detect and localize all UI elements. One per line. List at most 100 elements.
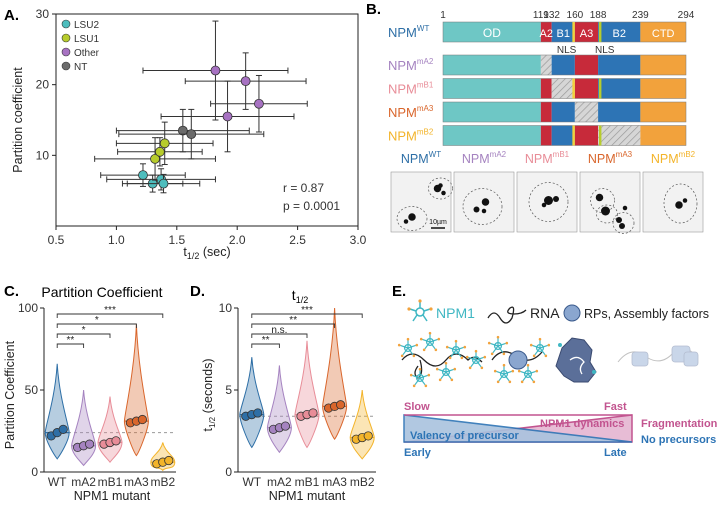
pentamer-arm	[422, 338, 431, 343]
data-point-lsu2	[100, 163, 186, 187]
pentamer-tail	[427, 373, 431, 377]
data-point-lsu1	[115, 121, 214, 166]
scale-bar-label: 10µm	[429, 219, 447, 226]
rna-loop	[414, 359, 423, 379]
npm1-pentamer	[493, 363, 515, 384]
pentamer-arm	[496, 370, 505, 375]
domain-outline	[442, 54, 687, 76]
pentamer-tail	[435, 367, 439, 371]
nucleolus-blob	[616, 217, 622, 223]
rps-label: RPs, Assembly factors	[584, 307, 709, 321]
panel-e: E. NPM1 RNA RPs, Assembly factors	[392, 283, 718, 459]
domain-segment	[574, 22, 599, 42]
nls-mark	[598, 78, 602, 99]
pentamer-tail	[415, 343, 419, 347]
replicate-point	[111, 436, 121, 446]
rps-icon	[563, 304, 581, 322]
violin-mA2	[71, 389, 97, 467]
x-tick-label: 2.5	[289, 233, 306, 247]
pentamer-arm	[522, 373, 529, 382]
npm1-pentamer	[517, 363, 539, 384]
plot-a-r: r = 0.87	[283, 181, 324, 195]
pentamer-arm	[470, 359, 477, 368]
fragmentation-label: Fragmentation	[641, 418, 718, 430]
nucleolus-blob	[438, 183, 443, 188]
significance-bracket	[56, 313, 164, 318]
nls-mark	[598, 125, 602, 146]
image-label: NPMmA3	[588, 150, 633, 166]
pentamer-tail	[535, 369, 539, 373]
significance-label: n.s.	[271, 325, 287, 336]
plot-d-xlabel: NPM1 mutant	[269, 489, 346, 503]
y-tick-label: 0	[31, 465, 38, 479]
cell-outline	[612, 212, 635, 234]
x-tick-label: mA3	[322, 475, 347, 489]
plot-c-title: Partition Coefficient	[41, 284, 162, 300]
image-label: NPMmA2	[462, 150, 507, 166]
violin-mB1	[294, 340, 320, 449]
mutant-label: NPMmB2	[388, 128, 434, 144]
y-tick-label: 100	[18, 301, 38, 315]
pentamer-tail	[444, 361, 448, 365]
legend-label: NT	[74, 62, 87, 73]
significance-bracket	[56, 343, 85, 348]
pentamer-arm	[445, 371, 452, 380]
pentamer-tail	[547, 343, 551, 347]
data-point-lsu2	[126, 173, 201, 194]
panel-letter-c: C.	[4, 283, 19, 300]
significance-label: ***	[104, 305, 116, 316]
data-point-other	[210, 74, 308, 133]
domain-segment	[574, 102, 599, 122]
pentamer-arm	[424, 341, 431, 350]
nucleolus-blob	[441, 190, 446, 196]
pentamer-arm	[468, 356, 477, 361]
pentamer-tail	[468, 366, 472, 370]
domain-segment	[443, 22, 541, 42]
violin-mA3	[123, 324, 149, 457]
pentamer-arm	[455, 349, 462, 358]
residue-number: 1	[440, 10, 446, 21]
npm1-pentamer	[529, 337, 551, 358]
image-frame	[642, 171, 704, 233]
y-tick-label: 10	[219, 301, 233, 315]
x-tick-label: WT	[242, 475, 261, 489]
x-tick-label: 3.0	[350, 233, 367, 247]
pentamer-arm	[498, 373, 505, 382]
pentamer-arm	[492, 345, 499, 354]
y-tick-label: 30	[36, 7, 50, 21]
replicate-point	[253, 408, 263, 418]
pentamer-arm	[539, 344, 548, 349]
microscopy-image	[579, 171, 641, 234]
pentamer-arm	[539, 347, 546, 356]
npm1-pentamer	[409, 367, 431, 388]
data-point-nt	[118, 108, 265, 160]
pentamer-tail	[508, 380, 512, 384]
npm1-pentamer-icon	[407, 299, 433, 322]
mutant-label: NPMmA3	[388, 104, 434, 120]
point-marker	[222, 111, 233, 122]
microscopy-image	[516, 171, 578, 233]
significance-bracket	[251, 313, 363, 318]
complex-late	[555, 337, 597, 383]
rp-blob	[508, 350, 528, 370]
pentamer-tail	[428, 331, 432, 335]
pentamer-tail	[400, 354, 404, 358]
pentamer-tail	[409, 373, 413, 377]
plot-a-frame	[55, 13, 359, 227]
image-label: NPMmB2	[651, 150, 696, 166]
domain-segment	[540, 102, 552, 122]
nls-mark	[572, 78, 575, 99]
x-tick-label: mA2	[71, 475, 96, 489]
residue-number: 239	[632, 10, 649, 21]
y-tick-label: 0	[225, 465, 232, 479]
violin-mA2	[266, 365, 292, 454]
nucleolus-blob	[553, 196, 559, 202]
violin-mB2	[349, 389, 375, 460]
significance-label: **	[67, 335, 75, 346]
pentamer-arm	[455, 346, 464, 351]
data-point-other	[142, 20, 289, 121]
pentamer-arm	[490, 342, 499, 347]
x-tick-label: 1.5	[168, 233, 185, 247]
